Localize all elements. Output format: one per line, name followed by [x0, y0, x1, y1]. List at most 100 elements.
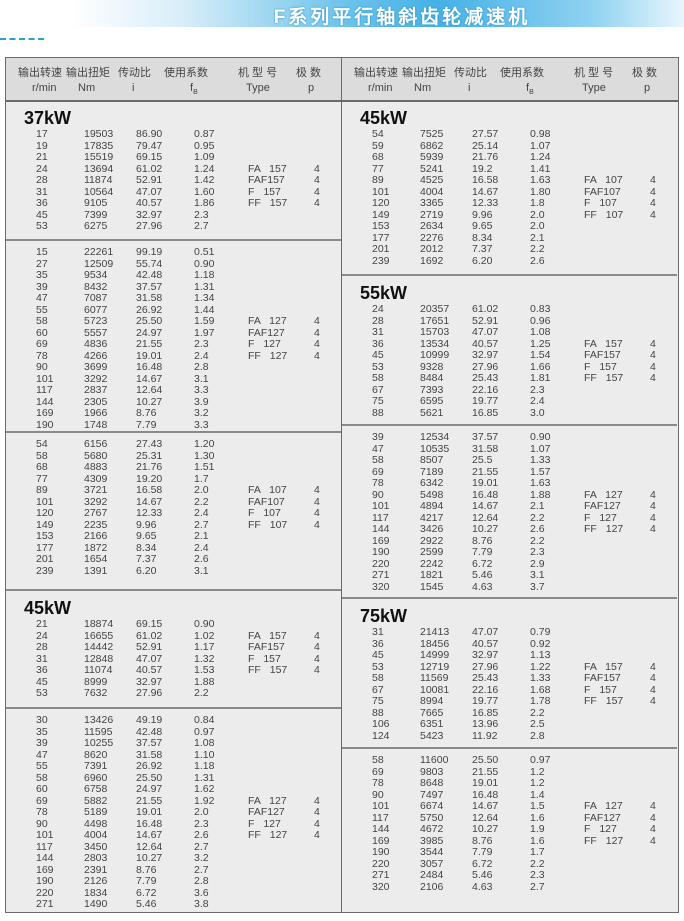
table-row: 77 4309 19.20 1.7 — [6, 473, 341, 486]
ratio-cell: 12.64 — [136, 384, 163, 396]
type-row: F 107 4 — [584, 197, 664, 210]
ratio-cell: 55.74 — [136, 257, 163, 270]
torque-cell: 6077 — [84, 303, 108, 316]
service-factor-cell: 2.6 — [530, 523, 545, 535]
service-factor-cell: 0.97 — [194, 725, 215, 738]
ratio-cell: 14.67 — [136, 829, 163, 841]
table-row: 69 9803 21.55 1.2 — [342, 766, 677, 779]
table-row: 75 6595 19.77 2.4 — [342, 395, 677, 408]
ratio-cell: 25.50 — [136, 315, 163, 327]
type-name: FF 157 — [584, 695, 624, 707]
service-factor-cell: 1.5 — [530, 800, 545, 812]
service-factor-cell: 1.53 — [194, 664, 215, 676]
speed-cell: 239 — [36, 564, 54, 577]
table-row: 78 8648 19.01 1.2 — [342, 777, 677, 790]
service-factor-cell: 1.63 — [530, 174, 551, 186]
table-row: 53 6275 27.96 2.7 — [6, 220, 341, 233]
header-unit: Nm — [78, 82, 95, 94]
torque-cell: 1545 — [420, 580, 444, 593]
type-row: FAF157 4 — [248, 174, 328, 187]
speed-cell: 31 — [36, 185, 48, 198]
type-name: FAF157 — [248, 641, 285, 653]
pole-count: 4 — [314, 185, 320, 198]
header-unit: Type — [246, 82, 270, 94]
table-row: 35 11595 42.48 0.97 — [6, 725, 341, 739]
ratio-cell: 10.27 — [136, 395, 163, 408]
power-group: 58 11600 25.50 0.97 69 9803 21.55 1.2 78 8648 19.0… — [342, 749, 677, 913]
service-factor-cell: 1.80 — [530, 185, 551, 198]
torque-cell: 2719 — [420, 208, 444, 221]
table-row: 60 6758 24.97 1.62 — [6, 783, 341, 796]
table-row: 47 8620 31.58 1.10 — [6, 748, 341, 762]
table-row: 55 6077 26.92 1.44 — [6, 303, 341, 317]
speed-cell: 31 — [372, 626, 384, 638]
specification-table: 输出转速 r/min 输出扭矩 Nm 传动比 i 使用系数 fB 机 型 号 Type 极 数 p 输出… — [5, 57, 679, 913]
header-unit-text: Type — [246, 82, 270, 94]
torque-cell: 4672 — [420, 823, 444, 835]
table-row: 101 3292 14.67 2.2 — [6, 495, 341, 509]
ratio-cell: 86.90 — [136, 128, 163, 140]
type-row: F 127 4 — [584, 512, 664, 525]
ratio-cell: 25.50 — [136, 771, 163, 784]
ratio-cell: 14.67 — [136, 495, 163, 508]
type-name: FA 157 — [584, 660, 623, 673]
table-row: 24 16655 61.02 1.02 — [6, 630, 341, 643]
rows-block: 39 12534 37.57 0.90 47 10535 31.58 1.07 58 8507 25… — [342, 431, 677, 593]
ratio-cell: 12.33 — [472, 197, 499, 209]
ratio-cell: 9.65 — [472, 220, 493, 232]
table-row: 89 3721 16.58 2.0 — [6, 484, 341, 497]
header-label: 使用系数 — [164, 67, 208, 79]
power-heading: 45kW — [24, 598, 72, 618]
ratio-cell: 16.85 — [472, 706, 499, 719]
service-factor-cell: 1.92 — [194, 794, 215, 807]
service-factor-cell: 1.59 — [194, 315, 215, 327]
table-row: 101 4004 14.67 1.80 — [342, 185, 677, 199]
pole-count: 4 — [650, 823, 656, 835]
header-unit: fB — [190, 82, 198, 96]
ratio-cell: 14.67 — [136, 372, 163, 385]
torque-cell: 9328 — [420, 360, 444, 373]
speed-cell: 58 — [36, 771, 48, 784]
table-row: 28 17651 52.91 0.96 — [342, 315, 677, 328]
ratio-cell: 31.58 — [472, 442, 499, 455]
torque-cell: 22261 — [84, 246, 114, 258]
torque-cell: 6156 — [84, 438, 108, 450]
table-row: 17 19503 86.90 0.87 — [6, 128, 341, 141]
speed-cell: 31 — [372, 326, 384, 338]
speed-cell: 19 — [36, 139, 48, 152]
header-label: 输出扭矩 — [402, 67, 446, 79]
service-factor-cell: 2.1 — [194, 530, 209, 542]
torque-cell: 5189 — [84, 806, 108, 818]
rows-block: 31 21413 47.07 0.79 36 18456 40.57 0.92 45 14999 3… — [342, 626, 677, 742]
ratio-cell: 19.01 — [136, 349, 163, 362]
torque-cell: 4894 — [420, 500, 444, 512]
type-name: F 107 — [584, 197, 617, 209]
service-factor-cell: 2.3 — [530, 546, 545, 558]
ratio-cell: 26.92 — [136, 303, 163, 316]
torque-cell: 14999 — [420, 649, 450, 661]
ratio-cell: 8.76 — [136, 407, 157, 419]
ratio-cell: 6.72 — [136, 886, 157, 899]
torque-cell: 1654 — [84, 553, 108, 565]
pole-count: 4 — [650, 683, 656, 696]
table-row: 19 17835 79.47 0.95 — [6, 139, 341, 153]
ratio-cell: 19.77 — [472, 395, 499, 407]
type-row: FF 157 4 — [248, 197, 328, 210]
ratio-cell: 4.63 — [472, 880, 493, 893]
speed-cell: 53 — [36, 220, 48, 232]
ratio-cell: 4.63 — [472, 580, 493, 593]
pole-count: 4 — [650, 834, 656, 847]
ratio-cell: 27.96 — [136, 220, 163, 232]
torque-cell: 4217 — [420, 511, 444, 524]
table-row: 101 6674 14.67 1.5 — [342, 800, 677, 813]
type-name: FA 107 — [584, 174, 623, 186]
header-unit-text: p — [308, 82, 315, 94]
ratio-cell: 5.46 — [472, 569, 493, 581]
table-row: 53 12719 27.96 1.22 — [342, 661, 677, 674]
service-factor-cell: 1.10 — [194, 748, 215, 761]
power-group: 39 12534 37.57 0.90 47 10535 31.58 1.07 58 8507 25… — [342, 426, 677, 599]
torque-cell: 7525 — [420, 128, 444, 140]
power-group: 45kW 21 18874 69.15 0.90 24 16655 61.02 1.02 28 14… — [6, 591, 341, 709]
ratio-cell: 19.2 — [472, 162, 493, 175]
table-row: 190 3544 7.79 1.7 — [342, 846, 677, 859]
